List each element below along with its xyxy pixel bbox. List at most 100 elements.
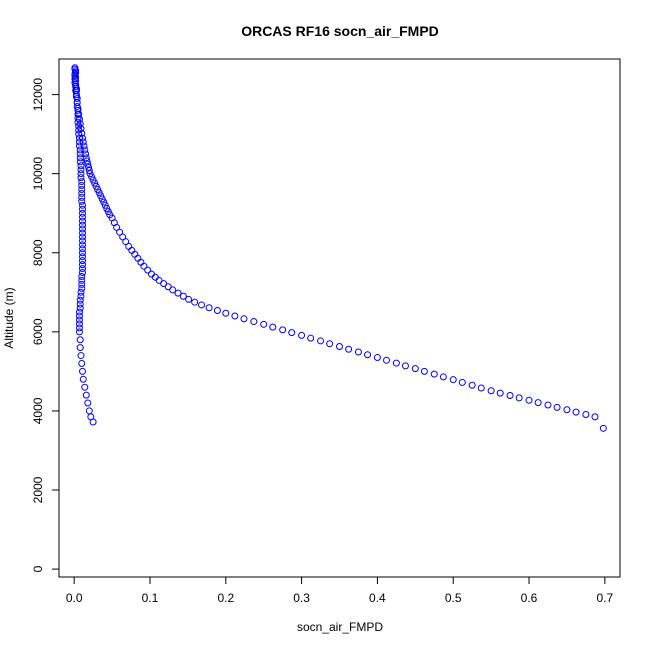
data-point (78, 185, 86, 193)
data-point (78, 280, 86, 288)
data-point (392, 359, 400, 367)
data-point (79, 245, 87, 253)
data-point (125, 242, 133, 250)
y-tick-label: 4000 (31, 397, 45, 424)
data-point (76, 120, 84, 128)
data-point (76, 146, 84, 154)
y-axis-label: Altitude (m) (2, 287, 16, 348)
data-point (79, 225, 87, 233)
data-point (79, 367, 87, 375)
data-point (78, 182, 86, 190)
data-point (78, 129, 86, 137)
data-point (83, 157, 91, 165)
data-point (79, 209, 87, 217)
data-point (506, 392, 514, 400)
data-point (77, 125, 85, 133)
data-point (79, 205, 87, 213)
data-point (151, 273, 159, 281)
data-point (84, 399, 92, 407)
x-tick-label: 0.2 (217, 591, 234, 605)
data-point (78, 276, 86, 284)
data-point (354, 348, 362, 356)
y-tick-label: 6000 (31, 318, 45, 345)
data-point (74, 106, 82, 114)
data-point (82, 150, 90, 158)
data-point (79, 138, 87, 146)
x-tick-label: 0.0 (66, 591, 83, 605)
plot-frame (58, 58, 621, 578)
y-tick-label: 2000 (31, 476, 45, 503)
data-point (75, 142, 83, 150)
data-point (82, 391, 90, 399)
y-axis: 0 2000 4000 6000 8000 10000 12000 (31, 78, 60, 572)
data-point (155, 276, 163, 284)
data-point (79, 237, 87, 245)
data-point (76, 344, 84, 352)
data-point (179, 292, 187, 300)
data-point (79, 229, 87, 237)
data-point (420, 367, 428, 375)
data-point (205, 304, 213, 312)
data-point (326, 340, 334, 348)
data-point (373, 354, 381, 362)
data-point (231, 312, 239, 320)
x-tick-label: 0.3 (293, 591, 310, 605)
data-point (78, 197, 86, 205)
data-point (572, 408, 580, 416)
data-point (79, 221, 87, 229)
data-point (78, 272, 86, 280)
data-point (76, 300, 84, 308)
data-point (79, 213, 87, 221)
x-axis-label: socn_air_FMPD (297, 620, 383, 634)
data-point (553, 403, 561, 411)
data-point (79, 261, 87, 269)
data-point (75, 328, 83, 336)
data-point (75, 316, 83, 324)
data-point (411, 365, 419, 373)
data-point (185, 295, 193, 303)
data-point (78, 193, 86, 201)
data-point (77, 170, 85, 178)
data-point (140, 262, 148, 270)
data-point (169, 286, 177, 294)
data-point (79, 233, 87, 241)
data-point (364, 351, 372, 359)
data-point (79, 249, 87, 257)
x-tick-label: 0.7 (596, 591, 613, 605)
data-point (79, 269, 87, 277)
data-point (79, 253, 87, 261)
data-point (81, 146, 89, 154)
data-point (84, 160, 92, 168)
x-axis: 0.0 0.1 0.2 0.3 0.4 0.5 0.6 0.7 (66, 576, 614, 605)
data-point (198, 301, 206, 309)
data-point (449, 376, 457, 384)
data-point (75, 110, 83, 118)
data-point (82, 154, 90, 162)
data-point (137, 258, 145, 266)
data-point (515, 394, 523, 402)
data-point (298, 331, 306, 339)
y-tick-label: 0 (31, 565, 45, 572)
data-point (174, 289, 182, 297)
data-point (73, 98, 81, 106)
data-point (458, 378, 466, 386)
data-point (383, 356, 391, 364)
data-point (307, 334, 315, 342)
data-point (76, 296, 84, 304)
x-tick-label: 0.5 (445, 591, 462, 605)
data-point (75, 312, 83, 320)
data-point (582, 410, 590, 418)
data-point (317, 337, 325, 345)
data-point (79, 375, 87, 383)
data-point (85, 407, 93, 415)
data-point (599, 424, 607, 432)
data-point (76, 304, 84, 312)
y-tick-label: 10000 (31, 157, 45, 191)
data-point (240, 315, 248, 323)
data-point (76, 150, 84, 158)
data-point (77, 174, 85, 182)
data-point (563, 406, 571, 414)
x-tick-label: 0.1 (142, 591, 159, 605)
data-point (160, 280, 168, 288)
